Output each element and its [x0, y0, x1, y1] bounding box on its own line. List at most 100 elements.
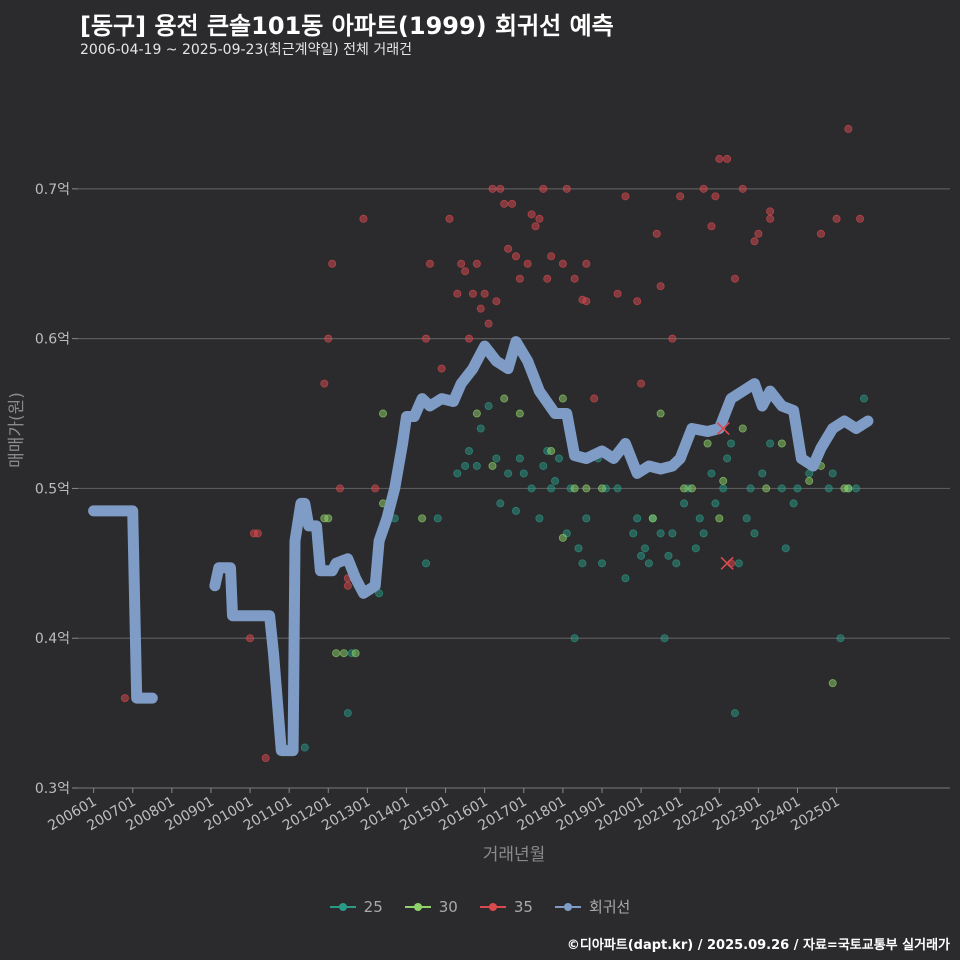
data-point-30: [558, 394, 567, 403]
data-point-35: [668, 334, 677, 343]
data-point-35: [535, 214, 544, 223]
data-point-35: [492, 297, 501, 306]
data-point-35: [511, 252, 520, 261]
data-point-35: [750, 237, 759, 246]
data-point-25: [613, 484, 622, 493]
data-point-35: [539, 184, 548, 193]
data-point-25: [644, 559, 653, 568]
data-point-30: [582, 484, 591, 493]
data-point-30: [597, 484, 606, 493]
data-point-30: [558, 533, 567, 542]
data-point-25: [300, 743, 309, 752]
data-point-25: [433, 514, 442, 523]
regression-segment: [209, 336, 874, 757]
legend-swatch-30: [404, 901, 431, 913]
data-point-35: [515, 274, 524, 283]
data-point-35: [527, 210, 536, 219]
data-point-25: [660, 634, 669, 643]
data-point-30: [324, 514, 333, 523]
data-point-35: [711, 192, 720, 201]
data-point-30: [500, 394, 509, 403]
data-point-35: [613, 289, 622, 298]
data-point-25: [453, 469, 462, 478]
data-point-30: [656, 409, 665, 418]
data-point-35: [590, 394, 599, 403]
data-point-25: [629, 529, 638, 538]
regression-segment: [88, 505, 158, 704]
data-point-30: [547, 446, 556, 455]
data-point-25: [511, 506, 520, 515]
data-point-35: [730, 274, 739, 283]
x-axis: 2006012007012008012009012010012011012012…: [45, 788, 843, 834]
data-point-25: [668, 529, 677, 538]
legend-item-25: 25: [329, 896, 383, 917]
legend-swatch-25: [329, 901, 356, 913]
y-axis: 0.3억 0.4억 0.5억 0.6억 0.7억: [35, 182, 78, 797]
data-point-35: [437, 364, 446, 373]
data-point-30: [472, 409, 481, 418]
data-point-25: [781, 544, 790, 553]
data-point-25: [664, 551, 673, 560]
data-point-30: [339, 649, 348, 658]
data-point-25: [515, 454, 524, 463]
data-point-30: [844, 484, 853, 493]
data-point-25: [734, 559, 743, 568]
data-point-35: [461, 267, 470, 276]
data-point-35: [582, 297, 591, 306]
data-point-35: [621, 192, 630, 201]
data-point-25: [766, 439, 775, 448]
data-point-25: [656, 529, 665, 538]
data-point-35: [500, 199, 509, 208]
data-point-25: [476, 424, 485, 433]
data-point-25: [597, 559, 606, 568]
data-point-35: [465, 334, 474, 343]
chart-title: [동구] 용전 큰솔101동 아파트(1999) 회귀선 예측: [80, 12, 614, 40]
data-point-35: [335, 484, 344, 493]
data-point-25: [551, 476, 560, 485]
gridlines: [78, 188, 950, 789]
data-point-30: [762, 484, 771, 493]
data-point-35: [637, 379, 646, 388]
data-point-30: [738, 424, 747, 433]
data-point-25: [535, 514, 544, 523]
data-point-25: [574, 544, 583, 553]
y-tick-label: 0.3억: [35, 781, 70, 797]
data-point-30: [715, 514, 724, 523]
data-point-35: [766, 214, 775, 223]
data-point-30: [488, 461, 497, 470]
data-point-25: [504, 469, 513, 478]
data-point-35: [425, 259, 434, 268]
data-point-25: [852, 484, 861, 493]
legend-item-30: 30: [404, 896, 458, 917]
data-point-25: [824, 484, 833, 493]
data-point-35: [676, 192, 685, 201]
data-point-35: [715, 154, 724, 163]
data-point-25: [750, 529, 759, 538]
data-point-35: [531, 222, 540, 231]
y-axis-label: 매매가(원): [7, 392, 27, 468]
data-point-25: [637, 551, 646, 560]
y-tick-label: 0.6억: [35, 332, 70, 348]
data-point-25: [547, 484, 556, 493]
data-point-25: [711, 499, 720, 508]
cross-marker: [720, 556, 734, 570]
data-point-25: [828, 469, 837, 478]
data-point-35: [488, 184, 497, 193]
data-point-35: [508, 199, 517, 208]
scatter-points: [105, 124, 868, 763]
data-point-25: [640, 544, 649, 553]
data-point-35: [261, 754, 270, 763]
data-point-35: [457, 259, 466, 268]
data-point-35: [723, 154, 732, 163]
data-point-25: [554, 454, 563, 463]
data-point-25: [793, 484, 802, 493]
y-tick-label: 0.4억: [35, 631, 70, 647]
data-point-35: [371, 484, 380, 493]
data-point-25: [777, 484, 786, 493]
data-point-35: [472, 259, 481, 268]
data-point-25: [472, 461, 481, 470]
data-point-30: [515, 409, 524, 418]
data-point-35: [484, 319, 493, 328]
data-point-30: [351, 649, 360, 658]
